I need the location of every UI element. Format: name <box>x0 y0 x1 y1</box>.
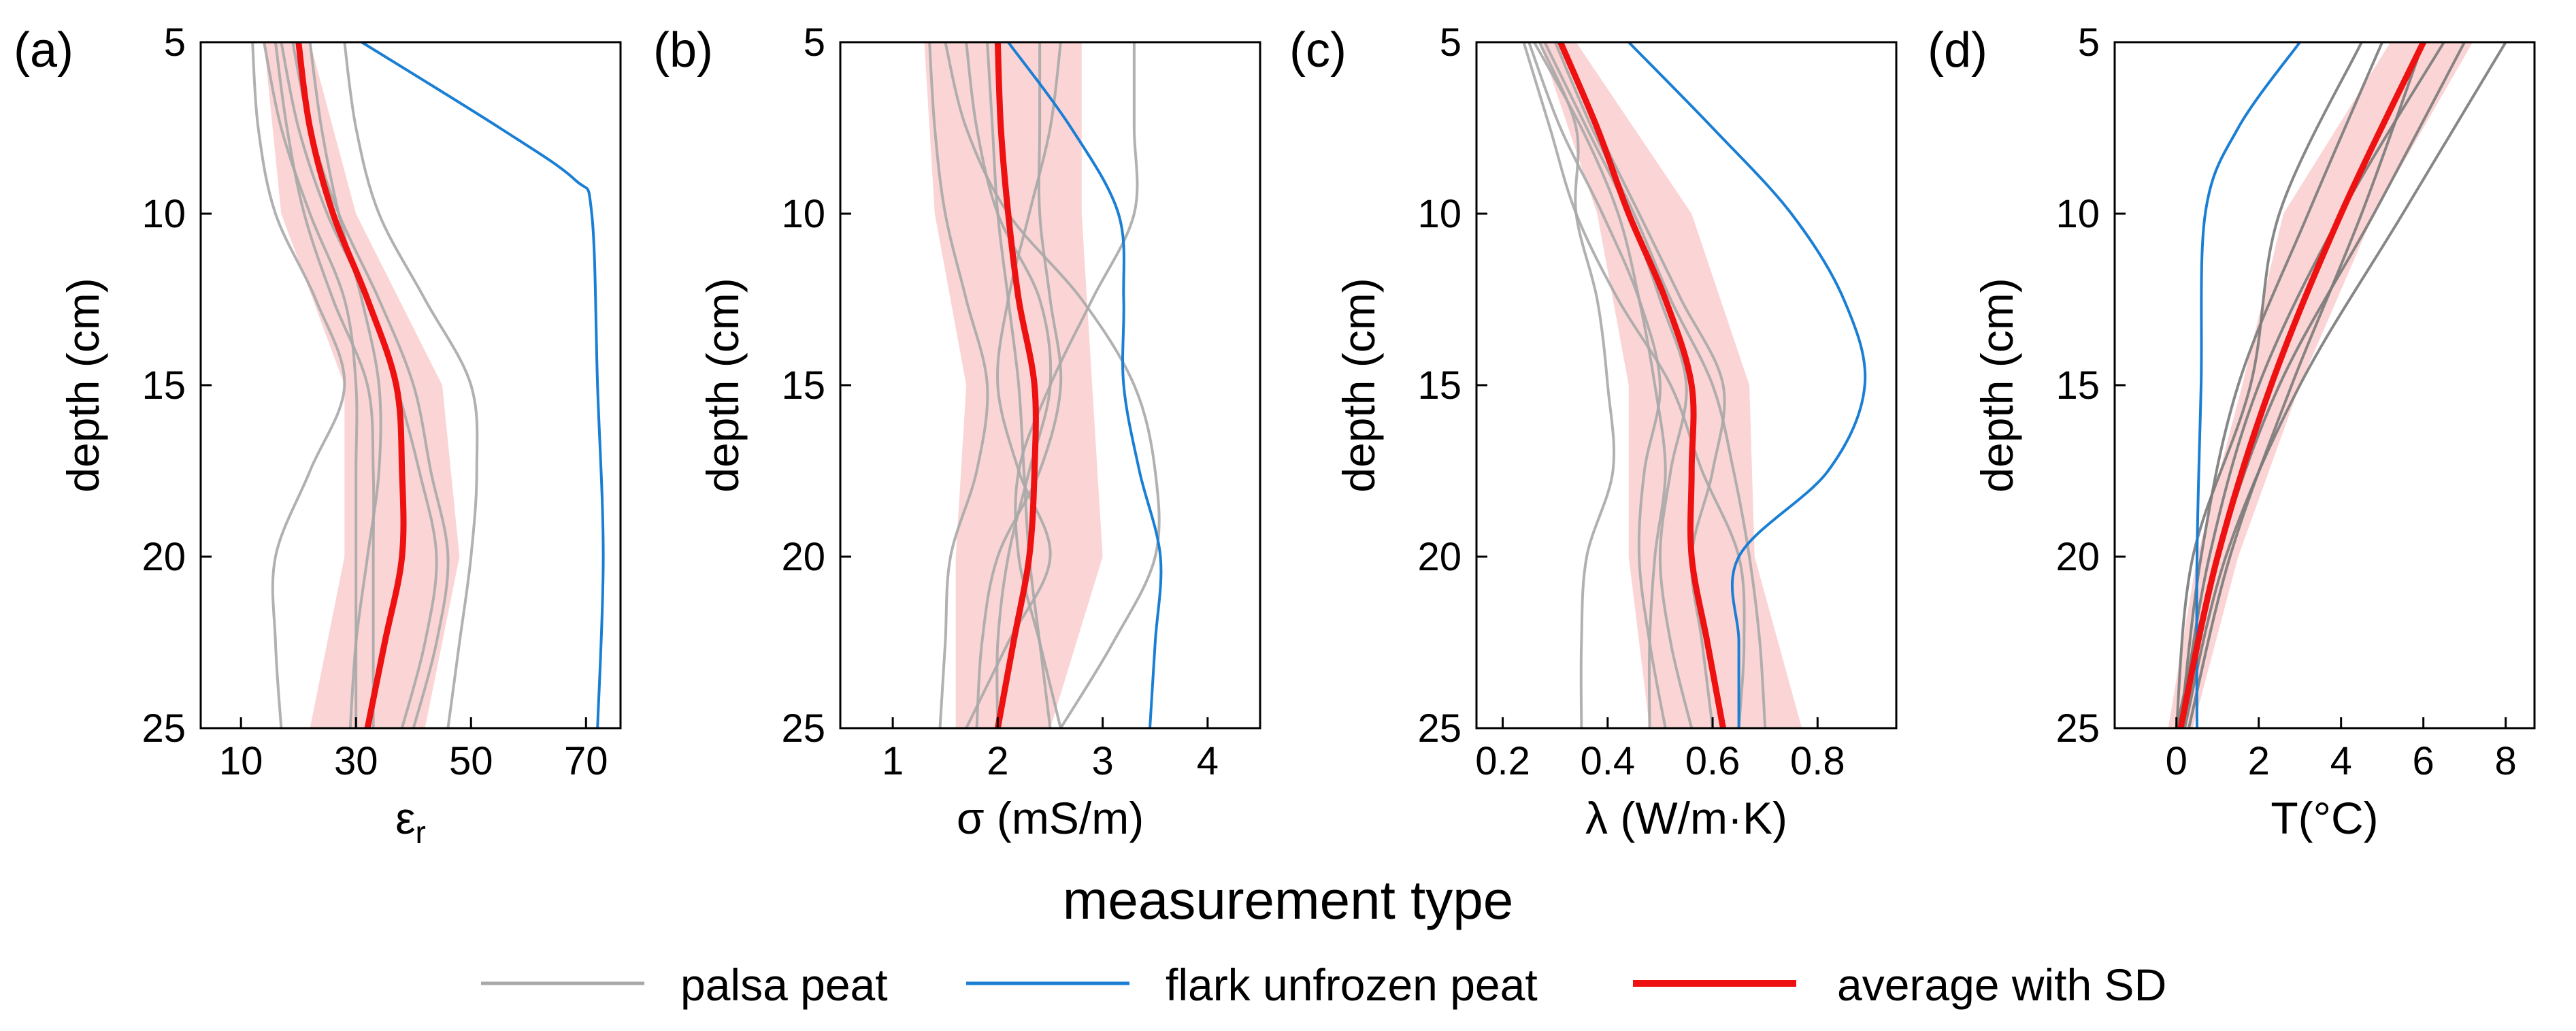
panel-label: (b) <box>653 23 713 78</box>
series-line-palsa-6 <box>975 42 1063 728</box>
series-line-palsa-2 <box>263 42 359 728</box>
series-line-flark-6 <box>2195 42 2302 728</box>
series-line-palsa-1 <box>343 42 479 728</box>
x-tick-label: 8 <box>2495 739 2517 783</box>
x-tick-label: 0 <box>2166 739 2187 783</box>
y-tick-label: 20 <box>781 535 825 579</box>
y-axis-title: depth (cm) <box>58 278 108 492</box>
series-line-palsa-5 <box>986 42 1052 728</box>
series-line-average-7 <box>2177 42 2427 728</box>
y-axis-title: depth (cm) <box>1972 278 2022 492</box>
y-tick-label: 15 <box>142 363 186 408</box>
legend-label-average: average with SD <box>1837 960 2166 1010</box>
x-tick-label: 6 <box>2413 739 2434 783</box>
y-tick-label: 20 <box>2055 535 2100 579</box>
y-tick-label: 25 <box>142 706 186 751</box>
panel-label: (a) <box>14 23 73 78</box>
series-line-average-8 <box>994 42 1039 728</box>
x-axis-title: εr <box>395 793 426 850</box>
series-line-flark-7 <box>1627 42 1867 728</box>
sd-band <box>924 42 1103 728</box>
series-line-palsa-1 <box>1538 42 1616 728</box>
x-tick-label: 50 <box>449 739 493 783</box>
series-line-flark-7 <box>360 42 605 728</box>
legend: measurement type palsa peat flark unfroz… <box>481 870 2166 1010</box>
series-line-palsa-0 <box>1532 42 1667 728</box>
y-tick-label: 10 <box>142 192 186 236</box>
y-tick-label: 15 <box>2055 363 2100 408</box>
panel-b: 5 10 15 20 25 1 2 3 4 σ (mS/m) depth (cm) (b) <box>653 20 1261 843</box>
y-tick-label: 20 <box>142 535 186 579</box>
sd-band <box>264 42 460 728</box>
series-line-palsa-2 <box>944 42 1161 728</box>
y-tick-label: 15 <box>781 363 825 408</box>
series-line-palsa-4 <box>965 42 1062 728</box>
plot-frame <box>2113 41 2536 730</box>
x-tick-label: 0.8 <box>1790 739 1845 783</box>
x-axis-title: σ (mS/m) <box>957 793 1144 843</box>
x-tick-label: 3 <box>1091 739 1113 783</box>
series-line-palsa-6 <box>308 42 382 728</box>
x-axis-title: T(°C) <box>2270 793 2378 843</box>
y-axis-title: depth (cm) <box>697 278 748 492</box>
x-tick-label: 4 <box>1197 739 1219 783</box>
y-tick-label: 20 <box>1417 535 1462 579</box>
series-line-palsa-0 <box>251 42 346 728</box>
x-tick-label: 70 <box>564 739 608 783</box>
sd-band <box>2168 42 2473 728</box>
panel-a: 5 10 15 20 25 10 30 50 70 εr depth (cm) (a) <box>14 20 622 850</box>
series-line-palsa-2 <box>1522 42 1746 728</box>
y-tick-label: 5 <box>1440 20 1462 65</box>
x-tick-label: 4 <box>2330 739 2352 783</box>
x-tick-label: 1 <box>882 739 904 783</box>
plot-area <box>924 42 1163 728</box>
plot-area <box>2168 42 2507 728</box>
legend-label-flark: flark unfrozen peat <box>1166 960 1538 1010</box>
y-tick-label: 25 <box>2055 706 2100 751</box>
series-line-palsa-4 <box>2179 42 2384 728</box>
series-line-palsa-6 <box>1528 42 1667 728</box>
series-line-palsa-3 <box>965 42 1053 728</box>
series-line-palsa-5 <box>274 42 376 728</box>
y-tick-label: 25 <box>781 706 825 751</box>
series-line-palsa-1 <box>2183 42 2507 728</box>
panel-label: (d) <box>1928 23 1987 78</box>
plot-area <box>1522 42 1867 728</box>
series-line-palsa-5 <box>2187 42 2425 728</box>
series-line-palsa-0 <box>2175 42 2363 728</box>
x-axis-title: λ (W/m·K) <box>1585 793 1787 843</box>
panel-label: (c) <box>1289 23 1347 78</box>
y-tick-label: 25 <box>1417 706 1462 751</box>
plot-area <box>251 42 605 728</box>
x-tick-label: 2 <box>2248 739 2270 783</box>
x-tick-label: 30 <box>334 739 378 783</box>
series-line-average-8 <box>295 42 407 728</box>
y-tick-label: 5 <box>804 20 825 65</box>
series-line-palsa-4 <box>1543 42 1694 728</box>
y-tick-label: 10 <box>2055 192 2100 236</box>
x-tick-label: 0.2 <box>1475 739 1530 783</box>
x-tick-label: 0.6 <box>1685 739 1740 783</box>
series-line-palsa-0 <box>928 42 989 728</box>
x-tick-label: 2 <box>987 739 1008 783</box>
series-line-palsa-2 <box>2179 42 2445 728</box>
series-line-flark-7 <box>1006 42 1163 728</box>
series-line-average-8 <box>1557 42 1726 728</box>
x-tick-label: 0.4 <box>1580 739 1635 783</box>
y-tick-label: 5 <box>2078 20 2100 65</box>
y-tick-label: 10 <box>1417 192 1462 236</box>
panel-d: 5 10 15 20 25 0 2 4 6 8 T(°C) depth (cm) (d) <box>1928 20 2536 843</box>
legend-title: measurement type <box>1063 870 1514 930</box>
y-tick-label: 5 <box>164 20 186 65</box>
y-tick-label: 15 <box>1417 363 1462 408</box>
legend-label-palsa: palsa peat <box>680 960 888 1010</box>
panel-c: 5 10 15 20 25 0.2 0.4 0.6 0.8λ (W/m·K) depth (cm)… <box>1289 20 1898 843</box>
x-tick-label: 10 <box>219 739 263 783</box>
y-tick-label: 10 <box>781 192 825 236</box>
y-axis-title: depth (cm) <box>1334 278 1384 492</box>
